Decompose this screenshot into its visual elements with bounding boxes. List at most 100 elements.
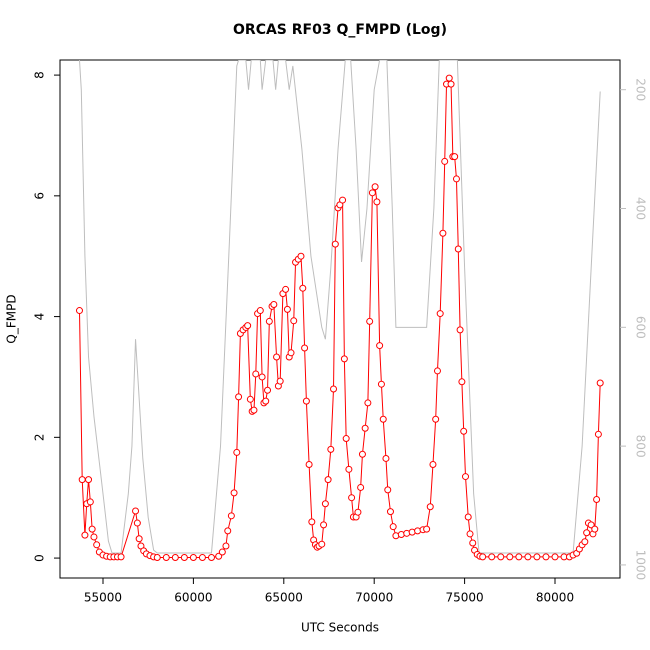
data-point bbox=[382, 454, 390, 462]
y2-tick-label: 800 bbox=[634, 435, 648, 458]
data-point bbox=[488, 553, 496, 561]
data-point bbox=[371, 183, 379, 191]
data-point bbox=[340, 355, 348, 363]
data-point bbox=[384, 486, 392, 494]
y-tick-label: 2 bbox=[33, 434, 47, 442]
data-point bbox=[282, 285, 290, 293]
data-point bbox=[377, 380, 385, 388]
y2-tick-label: 200 bbox=[634, 78, 648, 101]
data-point bbox=[246, 395, 254, 403]
data-point bbox=[258, 373, 266, 381]
data-point bbox=[436, 310, 444, 318]
series-line bbox=[78, 76, 601, 558]
data-point bbox=[85, 476, 93, 484]
data-point bbox=[93, 541, 101, 549]
x-axis-label: UTC Seconds bbox=[301, 621, 379, 635]
data-point bbox=[551, 553, 559, 561]
data-point bbox=[451, 153, 459, 161]
data-point bbox=[302, 397, 310, 405]
data-point bbox=[265, 317, 273, 325]
data-point bbox=[133, 519, 141, 527]
data-point bbox=[233, 448, 241, 456]
y2-tick-label: 400 bbox=[634, 197, 648, 220]
data-point bbox=[162, 553, 170, 561]
data-point bbox=[189, 553, 197, 561]
data-point bbox=[345, 465, 353, 473]
data-point bbox=[423, 525, 431, 533]
data-point bbox=[524, 553, 532, 561]
data-point bbox=[368, 189, 376, 197]
y2-tick-label: 600 bbox=[634, 316, 648, 339]
data-point bbox=[230, 489, 238, 497]
data-point bbox=[348, 494, 356, 502]
data-point bbox=[224, 527, 232, 535]
data-point bbox=[464, 513, 472, 521]
data-point bbox=[593, 496, 601, 504]
y-tick-label: 8 bbox=[33, 71, 47, 79]
plot-area bbox=[75, 60, 604, 561]
data-point bbox=[342, 435, 350, 443]
data-point bbox=[180, 553, 188, 561]
data-point bbox=[222, 542, 230, 550]
data-point bbox=[301, 344, 309, 352]
data-point bbox=[276, 377, 284, 385]
data-point bbox=[88, 525, 96, 533]
data-point bbox=[594, 430, 602, 438]
data-point bbox=[86, 498, 94, 506]
x-tick-label: 60000 bbox=[174, 591, 212, 605]
data-point bbox=[330, 385, 338, 393]
data-point bbox=[386, 508, 394, 516]
data-point bbox=[339, 196, 347, 204]
data-point bbox=[132, 507, 140, 515]
x-tick-label: 75000 bbox=[446, 591, 484, 605]
data-point bbox=[441, 157, 449, 165]
data-point bbox=[308, 518, 316, 526]
data-point bbox=[542, 553, 550, 561]
data-point bbox=[366, 317, 374, 325]
data-point bbox=[198, 553, 206, 561]
x-tick-label: 70000 bbox=[355, 591, 393, 605]
data-point bbox=[433, 367, 441, 375]
data-point bbox=[479, 553, 487, 561]
data-point bbox=[373, 198, 381, 206]
data-point bbox=[262, 397, 270, 405]
data-point bbox=[447, 80, 455, 88]
chart-title: ORCAS RF03 Q_FMPD (Log) bbox=[233, 22, 447, 38]
data-point bbox=[324, 476, 332, 484]
x-tick-label: 65000 bbox=[265, 591, 303, 605]
data-point bbox=[376, 342, 384, 350]
data-point bbox=[466, 530, 474, 538]
data-point bbox=[244, 322, 252, 330]
data-point bbox=[581, 538, 589, 546]
data-point bbox=[515, 553, 523, 561]
data-point bbox=[379, 415, 387, 423]
y-tick-label: 0 bbox=[33, 554, 47, 562]
data-point bbox=[454, 245, 462, 253]
data-point bbox=[250, 406, 258, 414]
data-point bbox=[364, 399, 372, 407]
data-point bbox=[327, 445, 335, 453]
y-axis-label: Q_FMPD bbox=[5, 294, 19, 343]
series-line bbox=[78, 60, 601, 554]
x-tick-label: 55000 bbox=[84, 591, 122, 605]
data-point bbox=[458, 378, 466, 386]
data-point bbox=[297, 252, 305, 260]
data-point bbox=[432, 415, 440, 423]
data-point bbox=[264, 386, 272, 394]
data-point bbox=[460, 427, 468, 435]
data-point bbox=[321, 500, 329, 508]
data-point bbox=[445, 74, 453, 82]
data-point bbox=[462, 473, 470, 481]
data-point bbox=[235, 393, 243, 401]
data-point bbox=[439, 229, 447, 237]
data-point bbox=[358, 450, 366, 458]
data-point bbox=[207, 553, 215, 561]
data-point bbox=[90, 533, 98, 541]
data-point bbox=[218, 548, 226, 556]
data-point bbox=[331, 240, 339, 248]
data-point bbox=[287, 349, 295, 357]
data-point bbox=[506, 553, 514, 561]
data-point bbox=[283, 305, 291, 313]
